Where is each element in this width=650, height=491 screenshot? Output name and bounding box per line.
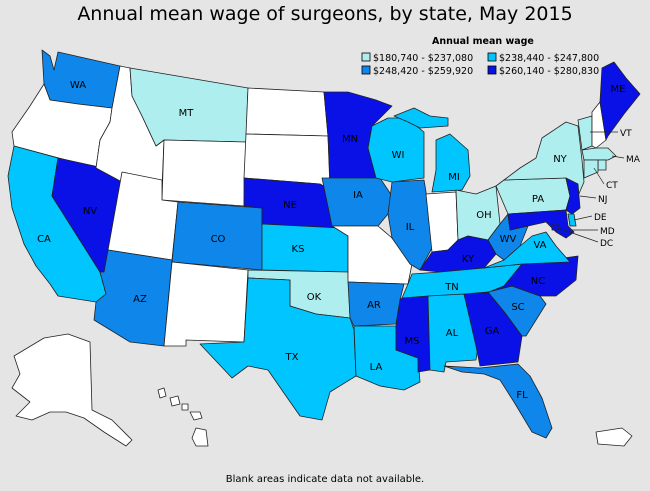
state-HI[interactable] xyxy=(191,427,209,447)
label-VT: VT xyxy=(620,129,632,139)
state-RI[interactable] xyxy=(597,159,607,171)
state-MI-upper[interactable] xyxy=(393,107,449,129)
label-NJ: NJ xyxy=(598,195,607,205)
legend: Annual mean wage $180,740 - $237,080 $23… xyxy=(361,36,599,77)
state-IA[interactable] xyxy=(321,177,393,227)
label-AZ: AZ xyxy=(133,294,147,305)
label-VA: VA xyxy=(533,240,546,251)
legend-swatch-1 xyxy=(487,52,497,62)
state-HI[interactable] xyxy=(169,395,181,407)
leader-lines xyxy=(557,131,625,243)
state-ND[interactable] xyxy=(245,87,329,137)
legend-label-1: $238,440 - $247,800 xyxy=(499,53,599,64)
state-NH[interactable] xyxy=(591,101,607,149)
label-KY: KY xyxy=(462,254,475,265)
legend-label-0: $180,740 - $237,080 xyxy=(373,53,473,64)
label-ME: ME xyxy=(611,84,626,95)
legend-swatch-0 xyxy=(361,52,371,62)
state-NC[interactable] xyxy=(483,255,579,297)
state-DC[interactable] xyxy=(551,223,559,231)
label-OH: OH xyxy=(476,210,491,221)
state-PR[interactable] xyxy=(595,427,633,447)
label-NC: NC xyxy=(531,276,545,287)
label-PA: PA xyxy=(532,194,544,205)
state-WY[interactable] xyxy=(161,139,247,207)
label-MI: MI xyxy=(448,172,460,183)
label-FL: FL xyxy=(516,390,528,401)
label-IL: IL xyxy=(406,222,415,233)
legend-label-3: $260,140 - $280,830 xyxy=(499,66,599,77)
label-MT: MT xyxy=(179,108,195,119)
state-NM[interactable] xyxy=(163,261,249,347)
label-NY: NY xyxy=(553,154,567,165)
label-WA: WA xyxy=(70,80,86,91)
state-labels: WA CA NV MT AZ CO NE KS OK TX MN IA AR L… xyxy=(37,80,641,401)
state-MI[interactable] xyxy=(431,133,471,193)
state-DE[interactable] xyxy=(567,213,577,227)
state-FL[interactable] xyxy=(443,363,553,439)
state-CT[interactable] xyxy=(583,159,599,179)
state-WA[interactable] xyxy=(41,49,121,109)
label-IA: IA xyxy=(353,190,363,201)
state-ME[interactable] xyxy=(599,61,641,141)
label-SC: SC xyxy=(511,302,524,313)
state-IN[interactable] xyxy=(425,191,459,253)
label-MD: MD xyxy=(600,227,615,237)
map-title: Annual mean wage of surgeons, by state, … xyxy=(77,3,573,25)
state-TX[interactable] xyxy=(199,277,357,421)
legend-swatch-3 xyxy=(487,65,497,75)
legend-swatch-2 xyxy=(361,65,371,75)
label-NE: NE xyxy=(283,200,297,211)
state-KS[interactable] xyxy=(261,223,349,273)
footnote: Blank areas indicate data not available. xyxy=(225,474,425,485)
label-GA: GA xyxy=(485,326,500,337)
label-MS: MS xyxy=(405,336,420,347)
label-WV: WV xyxy=(500,234,517,245)
state-HI[interactable] xyxy=(189,411,203,421)
label-CT: CT xyxy=(606,181,618,191)
state-MD[interactable] xyxy=(507,209,575,239)
label-NV: NV xyxy=(83,206,97,217)
label-KS: KS xyxy=(292,244,305,255)
label-TX: TX xyxy=(285,352,299,363)
label-OK: OK xyxy=(307,292,322,303)
legend-title: Annual mean wage xyxy=(432,36,534,47)
label-DE: DE xyxy=(594,213,607,223)
label-AL: AL xyxy=(446,328,459,339)
label-TN: TN xyxy=(444,282,459,293)
label-MN: MN xyxy=(342,134,358,145)
label-AR: AR xyxy=(367,300,381,311)
state-MO[interactable] xyxy=(331,225,413,285)
state-MA[interactable] xyxy=(581,147,617,161)
label-MA: MA xyxy=(626,155,641,165)
legend-label-2: $248,420 - $259,920 xyxy=(373,66,473,77)
state-AK[interactable] xyxy=(11,333,133,447)
state-HI[interactable] xyxy=(181,403,189,411)
label-DC: DC xyxy=(600,239,613,249)
label-LA: LA xyxy=(370,362,383,373)
label-WI: WI xyxy=(392,150,405,161)
label-CO: CO xyxy=(211,234,226,245)
label-CA: CA xyxy=(37,234,51,245)
state-HI-group xyxy=(157,387,209,447)
state-HI[interactable] xyxy=(157,387,167,399)
